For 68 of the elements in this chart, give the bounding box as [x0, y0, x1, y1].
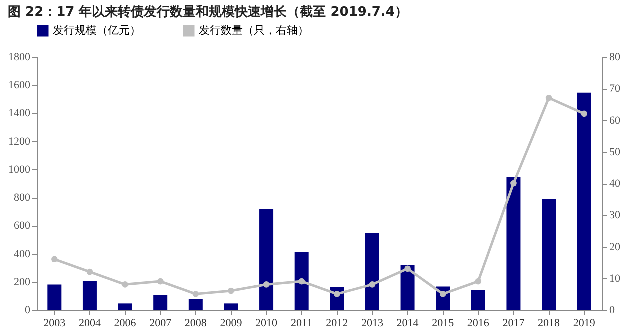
y2-tick-label: 60: [610, 114, 621, 127]
point: [581, 110, 588, 118]
x-tick-label: 2014: [396, 318, 420, 330]
y-tick-label: 600: [14, 220, 31, 232]
x-tick-label: 2006: [114, 318, 137, 330]
y2-tick-label: 20: [610, 241, 621, 254]
x-tick-label: 2016: [467, 318, 490, 330]
y2-tick-label: 50: [610, 146, 621, 158]
bar: [118, 304, 132, 310]
x-tick-label: 2015: [432, 318, 455, 330]
y2-tick-label: 40: [610, 178, 621, 190]
y-tick-label: 800: [14, 192, 31, 204]
x-tick-label: 2008: [184, 318, 208, 330]
y2-tick-label: 80: [610, 52, 621, 64]
point: [440, 291, 446, 298]
point: [404, 266, 411, 272]
x-tick-label: 2004: [78, 318, 102, 330]
y-tick-label: 400: [14, 248, 31, 260]
x-tick-label: 2010: [256, 318, 278, 330]
y-tick-label: 200: [14, 276, 31, 288]
bar: [542, 198, 556, 310]
bar: [188, 299, 203, 310]
y2-tick-label: 30: [610, 210, 621, 222]
x-tick-label: 2018: [538, 318, 561, 330]
point: [192, 291, 200, 298]
x-tick-label: 2012: [326, 318, 348, 330]
y2-tick-label: 70: [610, 83, 621, 96]
y-tick-label: 1600: [8, 80, 31, 92]
y-tick-label: 1800: [8, 52, 31, 64]
x-tick-label: 2009: [220, 318, 243, 330]
y-tick-label: 1200: [8, 136, 31, 148]
legend-label: 发行数量（只，右轴）: [199, 24, 309, 37]
bar: [224, 304, 238, 310]
bar: [82, 281, 97, 310]
y-tick-label: 0: [25, 304, 31, 316]
bar: [154, 295, 168, 310]
point: [86, 268, 94, 276]
bar: [471, 290, 486, 310]
x-tick-label: 2017: [502, 318, 526, 330]
y-tick-label: 1000: [8, 164, 31, 176]
x-tick-label: 2013: [361, 318, 384, 330]
bar: [365, 233, 380, 310]
bar: [294, 252, 309, 310]
point: [122, 282, 128, 288]
y2-tick-label: 0: [610, 304, 616, 316]
bar: [400, 265, 415, 310]
point: [157, 278, 164, 285]
x-tick-label: 2003: [44, 318, 66, 330]
point: [510, 180, 517, 187]
legend-label: 发行规模（亿元）: [53, 24, 141, 37]
point: [546, 94, 552, 102]
bar: [260, 210, 274, 310]
bar: [577, 92, 592, 310]
x-tick-label: 2011: [291, 318, 313, 330]
point: [228, 288, 234, 294]
point: [475, 278, 482, 285]
y2-tick-label: 10: [610, 272, 621, 285]
point: [263, 282, 270, 288]
point: [51, 256, 58, 263]
chart-title: 图 22：17 年以来转债发行数量和规模快速增长（截至 2019.7.4）: [8, 4, 408, 20]
bar: [506, 177, 521, 310]
x-tick-label: 2019: [573, 318, 596, 330]
y-tick-label: 1400: [8, 108, 31, 120]
point: [334, 291, 340, 298]
point: [298, 278, 306, 285]
point: [369, 282, 376, 288]
bar: [48, 284, 62, 310]
x-tick-label: 2007: [150, 318, 172, 330]
